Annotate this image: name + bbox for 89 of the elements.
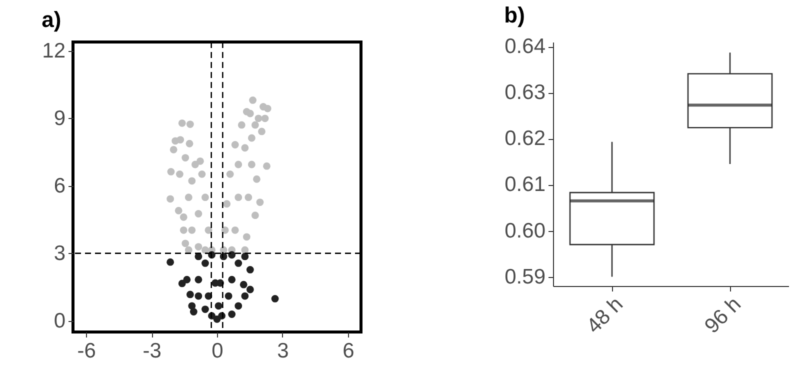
point: [188, 226, 196, 234]
point: [182, 154, 190, 162]
x-tick-label: 96 h: [700, 292, 746, 338]
x-tick-label: 48 h: [582, 292, 628, 338]
point: [202, 246, 209, 254]
y-tick-label: 12: [42, 39, 66, 62]
x-tick-label: 0: [212, 340, 224, 362]
point: [242, 233, 250, 241]
point: [253, 175, 260, 183]
point: [224, 292, 232, 300]
point: [248, 134, 256, 142]
y-tick-label: 6: [54, 174, 66, 198]
point: [191, 160, 199, 168]
point: [238, 121, 246, 129]
y-tick-label: 0.63: [504, 81, 546, 104]
y-tick-label: 0.64: [504, 35, 546, 58]
point: [188, 177, 196, 185]
point: [198, 170, 206, 178]
point: [176, 136, 184, 144]
point: [184, 194, 192, 202]
y-tick-label: 0.62: [504, 127, 546, 150]
point: [221, 226, 229, 234]
point: [204, 226, 212, 234]
point: [241, 252, 249, 260]
point: [166, 258, 174, 266]
point: [241, 292, 249, 300]
chart-title: a): [42, 6, 62, 32]
chart-title: b): [504, 2, 525, 28]
point: [223, 200, 231, 208]
point: [231, 226, 239, 234]
point: [174, 206, 182, 214]
point: [183, 276, 191, 284]
point: [242, 108, 250, 116]
y-tick-label: 0.60: [504, 219, 546, 242]
point: [251, 212, 259, 220]
point: [190, 308, 198, 316]
point: [166, 195, 174, 203]
point: [241, 144, 249, 152]
point: [214, 302, 222, 310]
point: [234, 302, 242, 310]
x-tick-label: -3: [142, 340, 162, 362]
point: [251, 121, 259, 129]
y-tick-label: 9: [54, 106, 66, 130]
point: [244, 194, 252, 202]
point: [167, 168, 175, 176]
point: [194, 292, 202, 300]
point: [176, 170, 184, 178]
point: [194, 243, 202, 250]
y-tick-label: 0.61: [504, 173, 546, 196]
point: [240, 280, 248, 288]
point: [196, 157, 204, 165]
point: [186, 120, 194, 128]
point: [271, 295, 279, 302]
point: [228, 310, 236, 318]
point: [186, 290, 194, 298]
point: [249, 96, 256, 104]
point: [182, 240, 190, 248]
x-tick-label: 6: [342, 340, 354, 362]
point: [186, 140, 194, 148]
point: [248, 160, 256, 168]
point: [241, 246, 249, 254]
x-tick-label: -6: [77, 340, 96, 362]
point: [180, 213, 188, 221]
point: [256, 198, 264, 206]
point: [180, 226, 188, 234]
point: [231, 141, 239, 148]
point: [263, 162, 270, 170]
point: [258, 128, 266, 136]
x-tick-label: 3: [277, 340, 289, 362]
point: [234, 194, 242, 202]
point: [246, 286, 254, 294]
point: [228, 276, 236, 284]
point: [202, 194, 209, 202]
point: [194, 276, 202, 284]
y-tick-label: 0.59: [504, 265, 546, 288]
point: [202, 260, 209, 267]
point: [234, 260, 242, 267]
point: [261, 114, 269, 122]
point: [170, 146, 178, 154]
point: [228, 251, 236, 259]
point: [234, 160, 242, 168]
point: [178, 119, 186, 127]
point: [194, 210, 202, 218]
point: [264, 104, 272, 112]
point: [246, 266, 254, 274]
point: [254, 114, 262, 122]
point: [226, 170, 234, 178]
point: [202, 306, 209, 313]
y-tick-label: 3: [54, 242, 66, 265]
